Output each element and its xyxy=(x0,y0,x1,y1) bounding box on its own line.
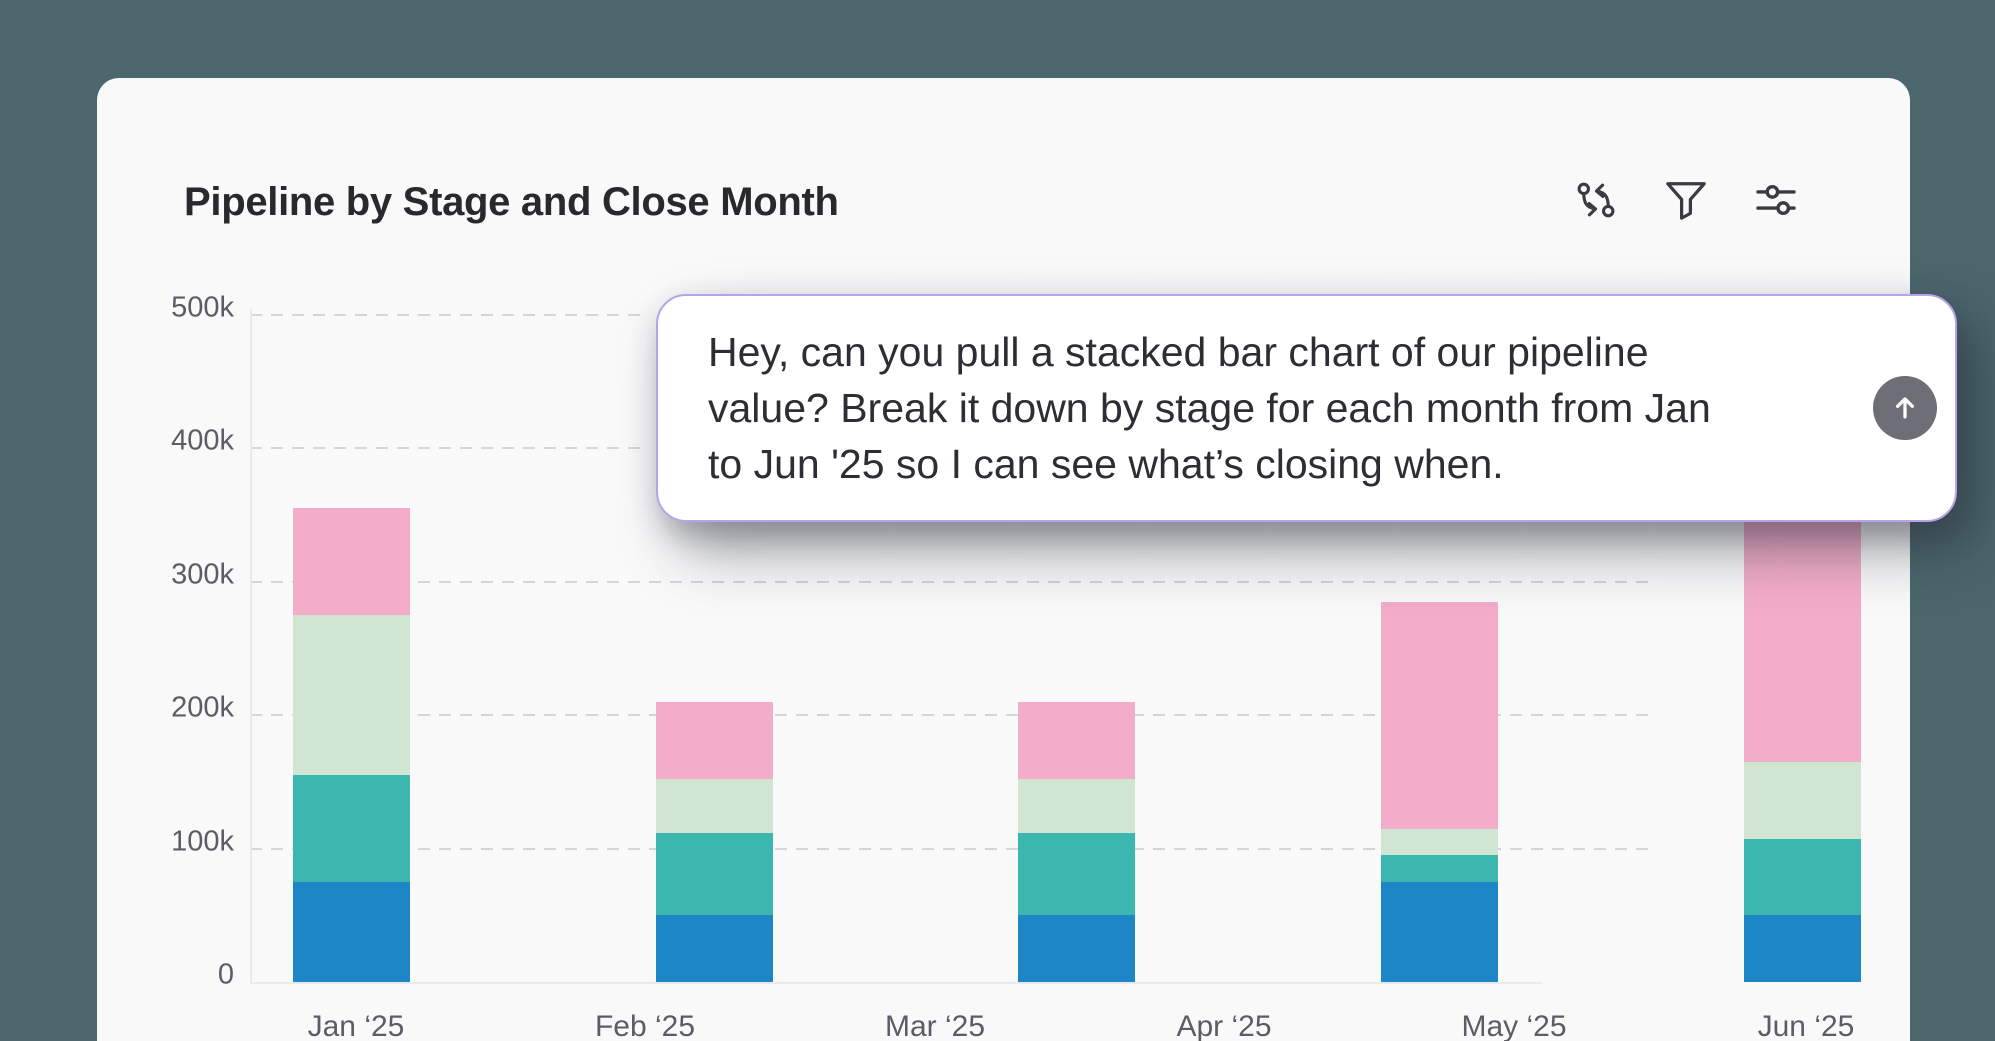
bar-segment-blue-bottom-segment xyxy=(1381,881,1498,982)
settings-sliders-button[interactable] xyxy=(1752,176,1800,224)
swap-compare-button[interactable] xyxy=(1572,176,1620,224)
bar-segment-teal-segment xyxy=(293,775,410,882)
gridline-500k xyxy=(250,314,648,316)
swap-compare-icon xyxy=(1573,180,1619,220)
bar-segment-pink-top-segment xyxy=(1018,701,1135,780)
bar-segment-pink-top-segment xyxy=(1381,601,1498,829)
chart-toolbar xyxy=(1572,176,1800,224)
bar-segment-blue-bottom-segment xyxy=(1744,915,1861,982)
bar-segment-light-green-segment xyxy=(656,779,773,833)
bar-segment-light-green-segment xyxy=(1744,761,1861,840)
gridline-100k xyxy=(250,847,1650,850)
y-axis-tick-label: 300k xyxy=(171,558,234,591)
x-axis-tick-label: Jun ‘25 xyxy=(1757,1010,1855,1041)
chat-message-line: value? Break it down by stage for each m… xyxy=(708,385,1711,431)
y-axis-tick-label: 500k xyxy=(171,291,234,324)
page-title: Pipeline by Stage and Close Month xyxy=(184,180,839,224)
bar-segment-teal-segment xyxy=(1744,839,1861,916)
y-axis-tick-label: 400k xyxy=(171,424,234,457)
chat-message-line: to Jun '25 so I can see what’s closing w… xyxy=(708,441,1504,487)
bar-segment-light-green-segment xyxy=(293,615,410,776)
filter-icon xyxy=(1663,179,1709,221)
bar-segment-pink-top-segment xyxy=(1744,521,1861,762)
bar-segment-teal-segment xyxy=(1381,855,1498,882)
bar-segment-blue-bottom-segment xyxy=(1018,915,1135,982)
y-axis-tick-label: 200k xyxy=(171,691,234,724)
send-button[interactable] xyxy=(1873,376,1937,440)
arrow-up-icon xyxy=(1888,390,1922,427)
y-axis-tick-label: 0 xyxy=(217,958,234,991)
y-axis-tick-label: 100k xyxy=(171,825,234,858)
chat-message-line: Hey, can you pull a stacked bar chart of… xyxy=(708,329,1649,375)
y-axis-line xyxy=(250,308,252,984)
x-axis-line xyxy=(250,982,1543,984)
filter-button[interactable] xyxy=(1662,176,1710,224)
bar-segment-teal-segment xyxy=(656,832,773,916)
bar-segment-blue-bottom-segment xyxy=(656,915,773,982)
bar-segment-pink-top-segment xyxy=(656,701,773,780)
x-axis-tick-label: Mar ‘25 xyxy=(884,1010,986,1041)
gridline-200k xyxy=(250,714,1650,717)
x-axis-tick-label: Jan ‘25 xyxy=(307,1010,405,1041)
bar-segment-teal-segment xyxy=(1018,832,1135,916)
settings-sliders-icon xyxy=(1754,182,1798,218)
gridline-300k xyxy=(250,580,1650,583)
bar-segment-blue-bottom-segment xyxy=(293,881,410,982)
x-axis-tick-label: May ‘25 xyxy=(1461,1010,1567,1041)
chat-message-bubble: Hey, can you pull a stacked bar chart of… xyxy=(656,294,1957,522)
x-axis-tick-label: Feb ‘25 xyxy=(594,1010,696,1041)
gridline-400k xyxy=(250,447,648,450)
bar-segment-light-green-segment xyxy=(1381,828,1498,856)
chat-message-text: Hey, can you pull a stacked bar chart of… xyxy=(708,324,1808,492)
bar-segment-light-green-segment xyxy=(1018,779,1135,833)
bar-segment-pink-top-segment xyxy=(293,508,410,616)
x-axis-tick-label: Apr ‘25 xyxy=(1176,1010,1272,1041)
